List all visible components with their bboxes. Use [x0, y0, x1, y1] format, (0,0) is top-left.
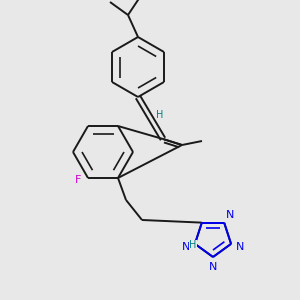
Text: H: H [156, 110, 164, 120]
Text: N: N [209, 262, 217, 272]
Text: N: N [236, 242, 244, 252]
Text: F: F [75, 175, 81, 185]
Text: N: N [226, 210, 234, 220]
Text: H: H [189, 240, 197, 250]
Text: N: N [182, 242, 190, 252]
